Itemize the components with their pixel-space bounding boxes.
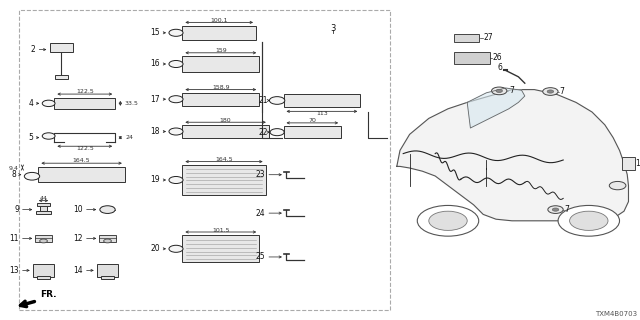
Bar [182,165,266,195]
Bar [182,56,259,72]
Text: 18: 18 [150,127,160,136]
Text: 6: 6 [497,63,502,72]
Text: 5: 5 [28,133,33,142]
Text: 101.5: 101.5 [212,228,230,233]
Circle shape [104,239,111,243]
Bar [454,52,490,64]
Text: 14: 14 [74,266,83,275]
Text: 24: 24 [125,135,133,140]
Text: 15: 15 [150,28,160,37]
Text: 9: 9 [14,205,19,214]
Text: 26: 26 [493,53,502,62]
Text: 21: 21 [258,96,268,105]
Bar [284,126,341,138]
Circle shape [570,211,608,230]
Text: 8: 8 [12,170,16,179]
Text: 16: 16 [150,60,160,68]
Text: 27: 27 [483,33,493,42]
Text: 113: 113 [316,111,328,116]
Circle shape [552,208,559,211]
Bar [622,157,635,170]
Circle shape [40,239,47,243]
Bar [182,235,259,262]
Text: 2: 2 [31,45,35,54]
Text: 24: 24 [256,209,266,218]
Bar [40,205,47,211]
Bar [54,98,115,109]
Text: 9.4: 9.4 [8,166,19,172]
Text: 13: 13 [10,266,19,275]
Text: 3: 3 [330,24,335,33]
Bar [55,75,68,79]
Circle shape [269,97,285,104]
Circle shape [492,87,507,95]
Circle shape [42,133,55,139]
Bar [35,235,52,242]
Text: 100.1: 100.1 [211,18,228,23]
Circle shape [270,129,284,136]
Text: 159: 159 [215,48,227,53]
Text: 23: 23 [256,170,266,179]
Text: 11: 11 [10,234,19,243]
Circle shape [169,176,183,184]
Bar [33,264,54,277]
Text: 33.5: 33.5 [125,101,139,106]
Text: 7: 7 [509,86,515,95]
Circle shape [169,60,183,68]
Bar [182,26,256,40]
Circle shape [100,206,115,213]
Bar [38,167,125,182]
Text: 17: 17 [150,95,160,104]
Text: 7: 7 [564,205,570,214]
Bar [97,264,118,277]
Text: 44: 44 [40,196,47,201]
Circle shape [609,181,626,190]
Text: 164.5: 164.5 [215,157,233,162]
Circle shape [169,245,183,252]
Circle shape [169,29,183,36]
Circle shape [543,88,558,95]
Circle shape [558,205,620,236]
Text: 20: 20 [150,244,160,253]
Text: 180: 180 [220,118,232,123]
Bar [50,43,73,52]
Text: TXM4B0703: TXM4B0703 [595,311,637,317]
Bar [182,125,269,138]
Text: 4: 4 [28,99,33,108]
Text: 122.5: 122.5 [76,89,93,94]
Polygon shape [467,88,525,128]
Text: FR.: FR. [40,290,57,299]
Circle shape [548,206,563,213]
Circle shape [496,89,502,92]
Circle shape [24,172,40,180]
Circle shape [169,128,183,135]
Circle shape [169,96,183,103]
Text: 164.5: 164.5 [73,158,90,164]
Bar [182,93,259,106]
Text: 25: 25 [256,252,266,261]
Polygon shape [397,90,628,222]
Text: 1: 1 [636,159,640,168]
Bar [37,203,50,206]
Text: 122.5: 122.5 [76,146,93,151]
Bar [454,34,479,42]
Bar [36,211,51,214]
Bar [284,94,360,107]
Bar [19,10,390,310]
Circle shape [417,205,479,236]
Text: 22: 22 [258,128,268,137]
Circle shape [42,100,55,107]
Text: 19: 19 [150,175,160,185]
Bar [37,276,50,279]
Text: 70: 70 [308,118,316,124]
Text: 158.9: 158.9 [212,85,230,90]
Circle shape [429,211,467,230]
Text: 10: 10 [74,205,83,214]
Circle shape [547,90,554,93]
Bar [101,276,114,279]
Bar [99,235,116,242]
Text: 12: 12 [74,234,83,243]
Text: 7: 7 [559,87,564,96]
